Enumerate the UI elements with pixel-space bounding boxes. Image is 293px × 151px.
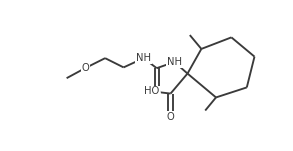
Text: NH: NH: [167, 57, 182, 67]
Text: NH: NH: [136, 53, 151, 63]
Text: O: O: [153, 88, 161, 98]
Text: O: O: [81, 63, 89, 73]
Text: O: O: [167, 112, 174, 122]
Text: HO: HO: [144, 86, 159, 96]
